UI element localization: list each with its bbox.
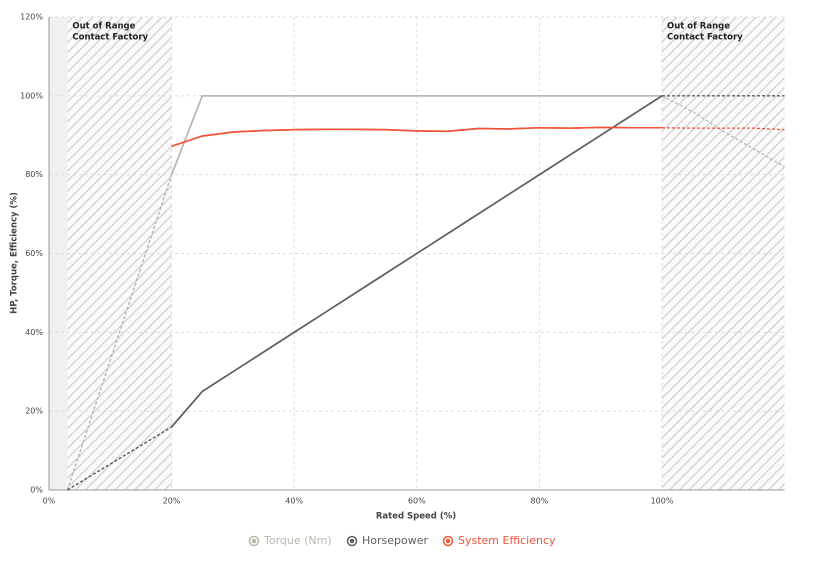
legend-marker-dot: [251, 538, 257, 544]
x-tick-label: 60%: [408, 497, 426, 506]
legend-marker: [248, 535, 260, 547]
x-tick-label: 40%: [285, 497, 303, 506]
shaded-range: [67, 17, 172, 490]
legend-marker-dot: [445, 538, 451, 544]
legend-marker: [442, 535, 454, 547]
series-line: [170, 95, 662, 175]
range-annotation: Out of Range: [72, 22, 135, 32]
legend-marker-dot: [349, 538, 355, 544]
y-tick-label: 40%: [25, 328, 43, 337]
y-tick-label: 80%: [25, 170, 43, 179]
range-annotation: Out of Range: [667, 22, 730, 32]
x-tick-label: 80%: [531, 497, 549, 506]
range-annotation: Contact Factory: [667, 33, 743, 43]
out-of-range-band: [49, 17, 68, 490]
series-line: [171, 126, 662, 148]
y-tick-label: 100%: [20, 91, 43, 100]
series-line-dashed: [661, 127, 785, 131]
x-tick-label: 100%: [651, 497, 674, 506]
x-tick-label: 0%: [43, 497, 56, 506]
legend-label: System Efficiency: [458, 534, 556, 547]
legend-label: Horsepower: [362, 534, 428, 547]
y-tick-label: 20%: [25, 407, 43, 416]
series-line: [170, 95, 663, 428]
range-annotation: Contact Factory: [72, 33, 148, 43]
x-axis-title: Rated Speed (%): [376, 512, 456, 522]
legend-marker: [346, 535, 358, 547]
y-tick-label: 60%: [25, 249, 43, 258]
legend-label: Torque (Nm): [263, 534, 332, 547]
series-line-dashed: [66, 174, 173, 491]
y-axis-title: HP, Torque, Efficiency (%): [10, 192, 20, 314]
x-tick-label: 20%: [163, 497, 181, 506]
y-tick-label: 0%: [30, 486, 43, 495]
series-line-dashed: [661, 95, 785, 168]
y-tick-label: 120%: [20, 13, 43, 22]
series-line-dashed: [67, 426, 172, 491]
